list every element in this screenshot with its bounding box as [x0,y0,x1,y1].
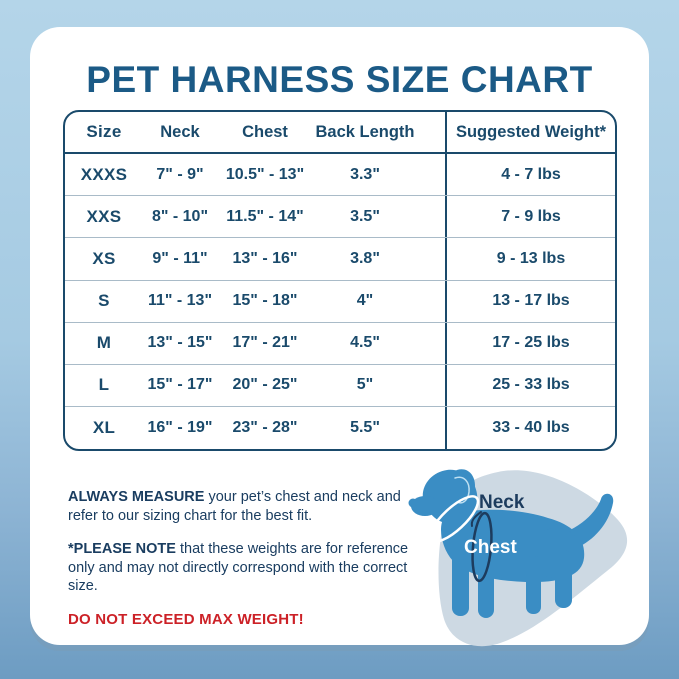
cell-chest: 11.5" - 14" [226,207,304,225]
table-row-xxxs: XXXS 7" - 9" 10.5" - 13" 3.3" 4 - 7 lbs [65,154,615,197]
chest-label: Chest [464,537,517,558]
header-size: Size [86,122,122,142]
header-neck: Neck [160,122,200,141]
cell-weight: 33 - 40 lbs [445,406,615,449]
notes-block: ALWAYS MEASURE your pet’s chest and neck… [68,488,410,644]
note-reference: *PLEASE NOTE that these weights are for … [68,540,410,597]
table-row-xxs: XXS 8" - 10" 11.5" - 14" 3.5" 7 - 9 lbs [65,196,615,239]
cell-neck: 15" - 17" [147,376,213,394]
cell-back-length: 5" [356,376,374,394]
note-reference-text: that these weights are for reference onl… [68,540,409,595]
cell-weight: 7 - 9 lbs [445,196,615,238]
cell-chest: 13" - 16" [232,249,298,267]
cell-chest: 10.5" - 13" [225,165,305,183]
cell-back-length: 5.5" [350,418,380,436]
table-row-xl: XL 16" - 19" 23" - 28" 5.5" 33 - 40 lbs [65,406,615,449]
page-title: PET HARNESS SIZE CHART [86,59,593,100]
table-header-row: Size Neck Chest Back Length Suggested We… [65,112,615,155]
table-row-m: M 13" - 15" 17" - 21" 4.5" 17 - 25 lbs [65,322,615,365]
note-reference-emphasis: *PLEASE NOTE [68,540,176,557]
cell-size: S [98,291,110,311]
cell-size: XS [92,248,116,268]
cell-back-length: 4.5" [350,334,380,352]
neck-pointer-line [470,511,482,527]
cell-weight: 13 - 17 lbs [445,280,615,322]
neck-label: Neck [479,492,525,513]
note-measure-emphasis: ALWAYS MEASURE [68,489,205,505]
dog-measurement-diagram: Neck Chest [395,458,645,656]
header-chest: Chest [242,122,288,141]
max-weight-warning: DO NOT EXCEED MAX WEIGHT! [68,611,304,629]
cell-neck: 16" - 19" [147,418,213,436]
note-measure: ALWAYS MEASURE your pet’s chest and neck… [68,488,410,526]
cell-chest: 15" - 18" [232,292,298,310]
cell-neck: 11" - 13" [147,292,213,310]
cell-size: M [96,333,112,353]
table-row-s: S 11" - 13" 15" - 18" 4" 13 - 17 lbs [65,280,615,323]
cell-weight: 4 - 7 lbs [445,154,615,196]
cell-back-length: 3.8" [350,249,380,267]
cell-chest: 23" - 28" [232,418,298,436]
cell-back-length: 3.5" [350,207,380,225]
table-row-l: L 15" - 17" 20" - 25" 5" 25 - 33 lbs [65,364,615,407]
size-chart-table: Size Neck Chest Back Length Suggested We… [63,110,617,451]
cell-size: XXXS [80,164,128,184]
cell-weight: 9 - 13 lbs [445,238,615,280]
dog-silhouette [408,469,614,618]
cell-neck: 13" - 15" [147,334,213,352]
cell-neck: 8" - 10" [151,207,209,225]
cell-chest: 17" - 21" [232,334,298,352]
cell-neck: 9" - 11" [152,249,208,267]
cell-weight: 17 - 25 lbs [445,322,615,364]
cell-size: XL [92,417,116,437]
note-measure-text: your pet’s chest and neck and refer to o… [68,489,401,524]
neck-measure-tail [415,536,434,551]
chest-measure-line [471,511,493,583]
cell-size: L [98,375,110,395]
cell-neck: 7" - 9" [156,165,204,183]
cell-size: XXS [86,206,122,226]
header-suggested-weight: Suggested Weight* [445,112,615,153]
cell-back-length: 4" [356,292,374,310]
ear-line [454,476,470,504]
cell-back-length: 3.3" [350,165,380,183]
cell-weight: 25 - 33 lbs [445,364,615,406]
info-card: PET HARNESS SIZE CHART Size Neck Chest B… [30,27,649,647]
cell-chest: 20" - 25" [232,376,298,394]
header-back-length: Back Length [315,122,415,141]
table-row-xs: XS 9" - 11" 13" - 16" 3.8" 9 - 13 lbs [65,238,615,281]
